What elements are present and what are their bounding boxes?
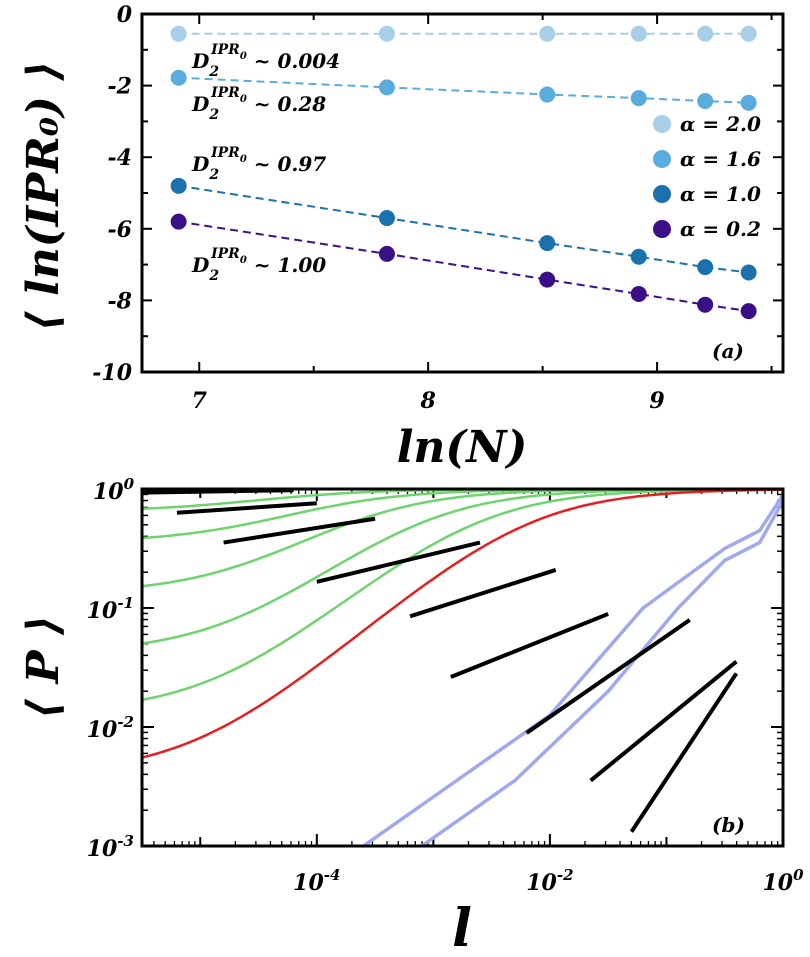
a-data-point [539,235,556,252]
a-slope-annotation: D2IPR0 ~ 1.00 [191,246,326,284]
legend-marker-0 [653,115,671,133]
a-data-point [630,248,647,265]
b-fit-7 [525,618,691,735]
b-curve-green-4 [142,489,783,588]
b-xtick-label: 100 [762,866,804,896]
b-ytick-label: 10-1 [87,594,134,624]
b-fit-5 [409,568,557,619]
a-data-point [170,213,187,230]
a-ytick-label: -6 [108,217,132,243]
panel-a-ylabel: ⟨ ln(IPR₀) ⟩ [18,61,69,332]
a-data-point [697,259,714,276]
a-data-point [378,79,395,96]
panel-b-ylabel: ⟨ P ⟩ [18,615,69,719]
b-curve-red [142,489,783,759]
b-xtick-label: 10-2 [526,866,573,896]
legend-marker-2 [653,185,671,203]
a-data-point [740,303,757,320]
a-data-point [539,271,556,288]
a-data-point [630,25,647,42]
panel-a: 0 -2 -4 -6 -8 -10 7 8 9 D2IPR0 ~ 0.004 D2IPR0 ~ 0… [18,2,785,473]
a-data-point [630,285,647,302]
a-data-point [539,86,556,103]
a-data-point [740,264,757,281]
legend-label-0: α = 2.0 [680,112,761,136]
a-xtick-label: 9 [649,388,664,414]
b-xtick-label: 10-4 [293,866,340,896]
a-data-point [378,245,395,262]
a-ytick-label: -8 [108,288,132,314]
a-data-point [740,25,757,42]
b-fit-8 [589,660,738,783]
a-slope-annotation: D2IPR0 ~ 0.97 [191,145,326,183]
a-data-point [378,210,395,227]
panel-a-label: (a) [712,339,744,363]
b-ytick-label: 100 [93,475,135,505]
a-data-point [378,25,395,42]
b-fit-3 [223,516,376,545]
a-ytick-label: 0 [117,2,133,28]
panel-b-frame [140,487,785,848]
legend-label-1: α = 1.6 [680,147,761,171]
b-fit-1 [142,489,294,495]
b-fit-6 [450,612,609,679]
a-data-point [539,25,556,42]
a-xtick-label: 7 [192,388,208,414]
a-xtick-label: 8 [420,388,436,414]
panel-a-xlabel: ln(N) [397,422,528,473]
a-data-point [170,69,187,86]
a-data-point [630,90,647,107]
legend-label-2: α = 1.0 [680,182,761,206]
a-data-point [740,94,757,111]
legend-label-3: α = 0.2 [680,217,761,241]
b-curve-blue-2 [420,500,783,846]
legend-marker-3 [653,220,671,238]
panel-b: 100 10-1 10-2 10-3 10-4 10-2 100 (b) l ⟨ P ⟩ [18,475,804,957]
panel-b-xlabel: l [452,898,472,957]
a-data-point [697,92,714,109]
b-ytick-label: 10-3 [87,832,134,862]
a-data-point [170,177,187,194]
b-curve-green-6 [142,489,783,702]
a-slope-annotation: D2IPR0 ~ 0.004 [191,42,340,80]
a-ytick-label: -10 [92,360,132,386]
b-fit-2 [176,501,317,515]
b-ytick-label: 10-2 [87,713,134,743]
a-data-point [697,25,714,42]
a-slope-annotation: D2IPR0 ~ 0.28 [191,85,326,123]
panel-b-label: (b) [712,813,745,837]
b-fit-9 [629,672,739,833]
a-ytick-label: -4 [108,145,132,171]
a-ytick-label: -2 [108,74,132,100]
b-curve-blue-1 [362,493,783,846]
b-fit-4 [316,540,481,584]
a-data-point [697,296,714,313]
legend-marker-1 [653,150,671,168]
a-data-point [170,25,187,42]
